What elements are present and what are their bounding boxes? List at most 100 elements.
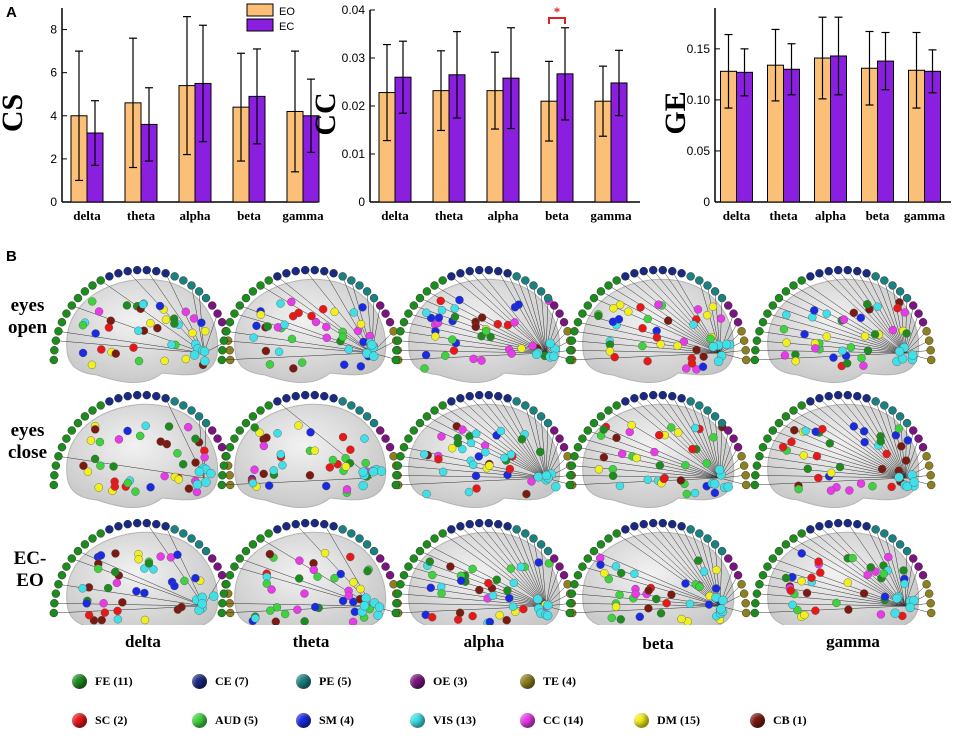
brain-node xyxy=(79,461,88,470)
brain-node xyxy=(421,350,431,360)
brain-node xyxy=(448,335,457,344)
brain-node xyxy=(349,308,358,317)
brain-node xyxy=(156,552,165,561)
brain-node xyxy=(699,567,709,576)
arc-node xyxy=(456,522,465,531)
arc-node xyxy=(310,265,319,275)
brain-node xyxy=(160,471,169,481)
network-edge xyxy=(395,477,547,486)
arc-node xyxy=(213,309,222,318)
brain-node xyxy=(271,617,280,625)
brain-node xyxy=(616,615,625,624)
arc-node xyxy=(902,546,912,556)
legend-item-ce: CE (7) xyxy=(192,674,249,689)
brain-node xyxy=(877,464,887,474)
arc-node xyxy=(170,397,179,406)
y-tick-label: 0.05 xyxy=(687,144,711,158)
brain-node xyxy=(356,319,366,329)
arc-node xyxy=(717,293,727,303)
arc-node xyxy=(241,418,251,428)
arc-node xyxy=(409,301,418,310)
brain-node xyxy=(704,600,714,609)
arc-node xyxy=(291,391,300,401)
network-2-0 xyxy=(49,518,235,625)
arc-node xyxy=(399,318,409,327)
arc-node xyxy=(301,390,310,400)
brain-node xyxy=(111,549,120,558)
arc-node xyxy=(376,554,385,563)
brain-node xyxy=(471,429,481,438)
brain-node xyxy=(330,307,339,317)
arc-node xyxy=(710,412,720,421)
arc-node xyxy=(573,318,583,327)
legend-item-sm: SM (4) xyxy=(296,713,354,728)
legend-label: CE (7) xyxy=(215,674,249,688)
brain-node xyxy=(710,488,720,498)
arc-node xyxy=(909,426,918,435)
brain-node xyxy=(616,568,626,578)
network-edge xyxy=(767,313,906,354)
brain-node xyxy=(311,602,320,612)
arc-node xyxy=(926,599,935,608)
brain-node xyxy=(146,318,155,328)
arc-node xyxy=(596,540,606,549)
brain-node xyxy=(189,314,199,323)
brain-node xyxy=(674,428,683,437)
arc-node xyxy=(225,318,235,327)
arc-node xyxy=(194,540,204,549)
network-2-2 xyxy=(391,518,577,625)
brain-node xyxy=(174,475,183,484)
arc-node xyxy=(604,534,613,543)
brain-node xyxy=(249,333,258,342)
network-edge xyxy=(828,396,906,479)
vis-node xyxy=(541,470,552,481)
arc-node xyxy=(630,394,639,403)
vis-node xyxy=(909,477,919,487)
brain-node xyxy=(256,310,265,319)
legend-dot-icon xyxy=(72,713,87,728)
vis-node xyxy=(206,468,216,479)
network-edge xyxy=(545,331,568,354)
arc-node xyxy=(96,401,105,410)
arc-node xyxy=(256,281,265,290)
arc-node xyxy=(751,599,760,608)
brain-node xyxy=(94,307,104,316)
network-edge xyxy=(100,280,205,354)
brain-node xyxy=(712,565,721,575)
brain-node xyxy=(528,341,537,351)
arc-node xyxy=(248,287,258,296)
network-edge xyxy=(828,524,906,607)
arc-node xyxy=(550,426,559,435)
brain-node xyxy=(188,328,197,338)
brain-node xyxy=(306,428,315,437)
arc-node xyxy=(914,434,923,443)
brain-node xyxy=(605,347,615,356)
brain-node xyxy=(264,481,274,490)
brain-node xyxy=(263,322,272,331)
arc-node xyxy=(392,471,401,480)
network-edge xyxy=(570,603,721,607)
network-edge xyxy=(569,352,721,361)
brain-node xyxy=(441,351,450,360)
arc-node xyxy=(781,412,791,421)
brain-node xyxy=(897,442,906,451)
network-edge xyxy=(203,313,218,354)
arc-node xyxy=(686,525,695,534)
brain-node xyxy=(682,489,692,499)
brain-node xyxy=(709,433,718,442)
brain-node xyxy=(78,320,88,330)
arc-node xyxy=(862,269,871,278)
arc-node xyxy=(559,443,569,452)
brain-node xyxy=(138,300,148,309)
arc-node xyxy=(329,394,338,403)
arc-node xyxy=(880,529,889,538)
arc-node xyxy=(218,471,227,480)
arc-node xyxy=(57,443,67,452)
legend-swatch-ec xyxy=(246,18,274,32)
brain-node xyxy=(437,306,447,315)
brain-node xyxy=(123,478,132,488)
brain-node xyxy=(652,333,662,342)
arc-node xyxy=(338,397,347,406)
brain-node xyxy=(659,474,669,484)
network-edge xyxy=(754,605,906,614)
